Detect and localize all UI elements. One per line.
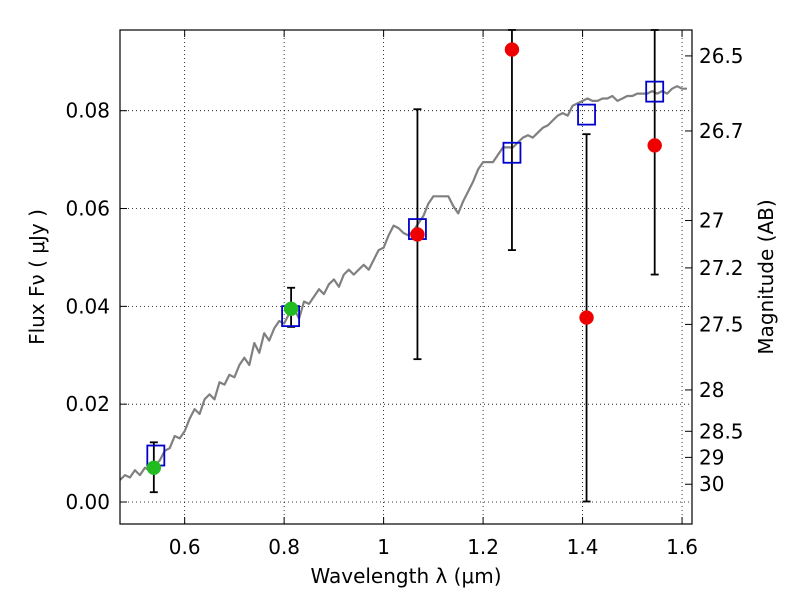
mag-tick-label: 27.2 — [699, 256, 744, 280]
y-tick-label: 0.02 — [65, 392, 110, 416]
mag-tick-label: 27 — [699, 209, 724, 233]
y-tick-label: 0.00 — [65, 490, 110, 514]
mag-tick-label: 26.5 — [699, 44, 744, 68]
x-tick-label: 1.4 — [567, 535, 599, 559]
x-tick-label: 0.8 — [268, 535, 300, 559]
x-tick-label: 0.6 — [169, 535, 201, 559]
plot-frame — [119, 29, 693, 525]
axis-layer: 0.6 0.8 1 1.2 1.4 1.6 0.00 0.02 0.04 0.06 0.08 26.5… — [65, 30, 744, 559]
mag-tick-label: 28 — [699, 378, 724, 402]
observed-data-point — [283, 301, 299, 317]
observed-data-point — [146, 460, 162, 476]
mag-tick-label: 30 — [699, 472, 724, 496]
y-axis-right-title: Magnitude (AB) — [754, 199, 778, 354]
mag-tick-label: 27.5 — [699, 312, 744, 336]
observed-data-point — [647, 138, 662, 153]
x-tick-label: 1 — [377, 535, 390, 559]
y-tick-label: 0.04 — [65, 294, 110, 318]
observed-data-point — [410, 227, 425, 242]
mag-tick-label: 29 — [699, 445, 724, 469]
y-axis-title: Flux Fν ( μJy ) — [25, 209, 49, 345]
observed-data-point — [579, 310, 594, 325]
grid-lines — [120, 30, 692, 524]
y-tick-label: 0.06 — [65, 197, 110, 221]
observed-data-point — [504, 42, 520, 57]
x-tick-label: 1.6 — [666, 535, 698, 559]
model-photometry-square — [502, 141, 522, 164]
model-photometry-square — [577, 103, 596, 126]
data-layer — [119, 29, 687, 503]
y-tick-label: 0.08 — [65, 99, 110, 123]
model-photometry-square — [645, 80, 665, 103]
mag-tick-label: 28.5 — [699, 419, 744, 443]
model-sed-line — [119, 85, 687, 481]
mag-tick-label: 26.7 — [699, 119, 744, 143]
x-tick-label: 1.2 — [467, 535, 499, 559]
x-axis-title: Wavelength λ (μm) — [310, 564, 501, 588]
